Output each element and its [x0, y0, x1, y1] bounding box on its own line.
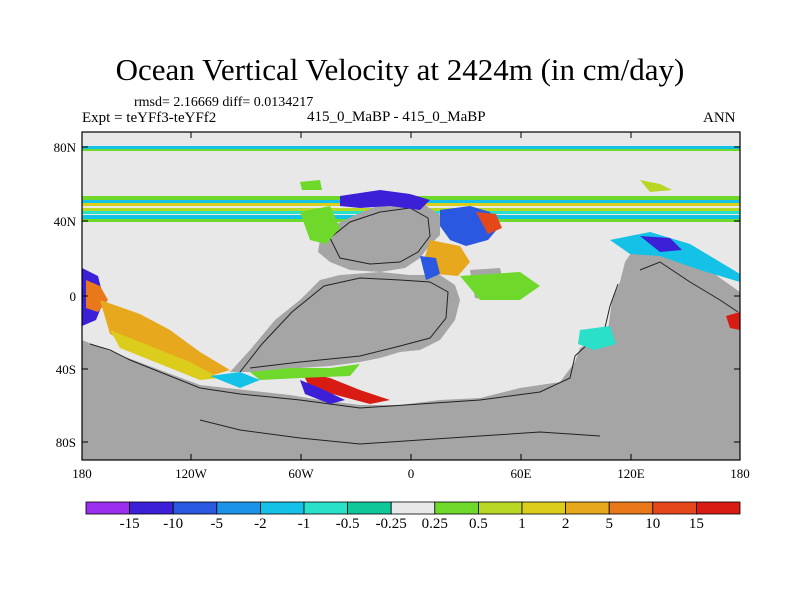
colorbar-label: -2 — [254, 516, 267, 532]
case-names: 415_0_MaBP - 415_0_MaBP — [307, 109, 486, 125]
colorbar-label: 0.5 — [469, 516, 488, 532]
lat-label: 80N — [53, 140, 76, 155]
colorbar-label: 2 — [561, 516, 570, 532]
colorbar-cell — [303, 501, 348, 515]
colorbar-cell — [172, 501, 218, 515]
land-masses — [82, 200, 740, 460]
colorbar-cell — [565, 501, 610, 515]
velocity-patches — [82, 180, 740, 404]
colorbar-cell — [259, 501, 305, 515]
colorbar-cell — [608, 501, 654, 515]
colorbar-label: 1 — [518, 516, 526, 532]
experiment-label: Expt = teYFf3-teYFf2 — [82, 110, 217, 126]
lon-label: 120E — [617, 466, 645, 481]
colorbar-cell — [696, 501, 741, 515]
colorbar — [85, 501, 741, 515]
colorbar-label: -0.25 — [375, 516, 407, 532]
colorbar-cell — [521, 501, 566, 515]
colorbar-label: 10 — [645, 516, 661, 532]
colorbar-cell — [85, 501, 130, 515]
land-north — [318, 200, 440, 272]
colorbar-label: -15 — [119, 516, 140, 532]
lon-label: 180 — [730, 466, 750, 481]
colorbar-cell — [347, 501, 392, 515]
lon-label: 60E — [510, 466, 532, 481]
colorbar-cell — [216, 501, 261, 515]
colorbar-label: 5 — [605, 516, 613, 532]
season-label: ANN — [703, 110, 736, 126]
land-south — [82, 240, 740, 460]
axis-ticks — [82, 132, 740, 460]
lat-label: 0 — [69, 289, 77, 304]
lon-label: 0 — [407, 466, 415, 481]
lat-label: 80S — [55, 435, 76, 450]
plot-title: Ocean Vertical Velocity at 2424m (in cm/… — [115, 52, 685, 87]
rmsd-diff-stats: rmsd= 2.16669 diff= 0.0134217 — [134, 95, 314, 110]
colorbar-cell — [477, 501, 523, 515]
colorbar-label: -1 — [297, 516, 311, 532]
colorbar-label: -0.5 — [335, 516, 360, 532]
lon-label: 120W — [175, 466, 207, 481]
colorbar-cell — [390, 501, 436, 515]
colorbar-label: 0.25 — [421, 516, 448, 532]
colorbar-cell — [434, 501, 479, 515]
colorbar-label: -5 — [210, 516, 224, 532]
lon-label: 180 — [72, 466, 92, 481]
lon-label: 60W — [288, 466, 314, 481]
colorbar-cell — [652, 501, 697, 515]
colorbar-label: 15 — [688, 516, 704, 532]
colorbar-label: -10 — [163, 516, 184, 532]
lat-label: 40N — [53, 214, 76, 229]
colorbar-cell — [129, 501, 174, 515]
land-central — [230, 272, 460, 372]
lat-label: 40S — [55, 362, 76, 377]
